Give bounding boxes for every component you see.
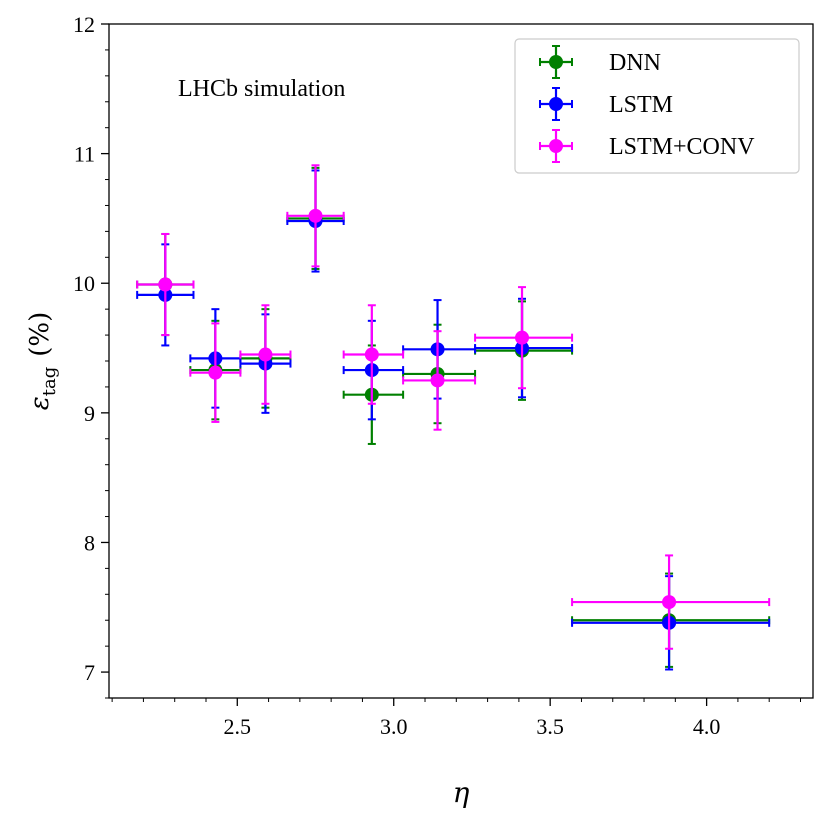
data-point (402, 330, 477, 431)
data-point (239, 304, 292, 405)
data-point (474, 286, 574, 390)
y-tick-label: 9 (84, 401, 95, 426)
legend-label: LSTM (609, 92, 673, 118)
legend-label: LSTM+CONV (609, 134, 755, 160)
legend: DNN LSTM LSTM+CONV (514, 38, 800, 174)
legend-marker (549, 139, 563, 153)
data-marker (430, 373, 445, 388)
series-lstm-conv (136, 164, 771, 650)
data-marker (158, 277, 173, 292)
legend-label: DNN (609, 50, 661, 76)
svg-text:εtag(%): εtag (%) (25, 312, 60, 410)
data-point (571, 554, 771, 650)
legend-marker (549, 97, 563, 111)
axis-ticks: 2.5 3.0 3.5 4.0 7 8 9 10 11 12 (73, 12, 801, 739)
y-axis-label-subscript: tag (39, 367, 60, 397)
y-axis-label: εtag (%) (25, 312, 60, 410)
annotation-lhcb-simulation: LHCb simulation (178, 76, 345, 102)
data-marker (258, 347, 273, 362)
y-tick-label: 10 (73, 271, 95, 296)
data-marker (515, 330, 530, 345)
data-point (342, 304, 405, 405)
x-tick-label: 3.0 (380, 714, 408, 739)
y-axis-label-main: ε (25, 396, 55, 410)
legend-entry-lstm-conv: LSTM+CONV (539, 129, 755, 163)
data-marker (208, 365, 223, 380)
x-tick-label: 3.5 (536, 714, 564, 739)
legend-marker (549, 55, 563, 69)
legend-entry-dnn: DNN (539, 45, 661, 79)
x-tick-label: 4.0 (693, 714, 721, 739)
y-tick-label: 7 (84, 660, 95, 685)
data-marker (308, 208, 323, 223)
x-axis-label: η (453, 776, 470, 809)
data-point (136, 232, 195, 337)
y-axis-label-unit: (%) (25, 312, 55, 357)
data-point (189, 322, 242, 423)
legend-entry-lstm: LSTM (539, 87, 673, 121)
data-point (286, 164, 345, 268)
series-layer (136, 164, 771, 671)
y-tick-label: 11 (74, 142, 95, 167)
legend-frame (514, 38, 800, 174)
y-tick-label: 8 (84, 530, 95, 555)
data-marker (662, 595, 677, 610)
y-tick-label: 12 (73, 12, 95, 37)
data-marker (364, 347, 379, 362)
x-tick-label: 2.5 (224, 714, 252, 739)
